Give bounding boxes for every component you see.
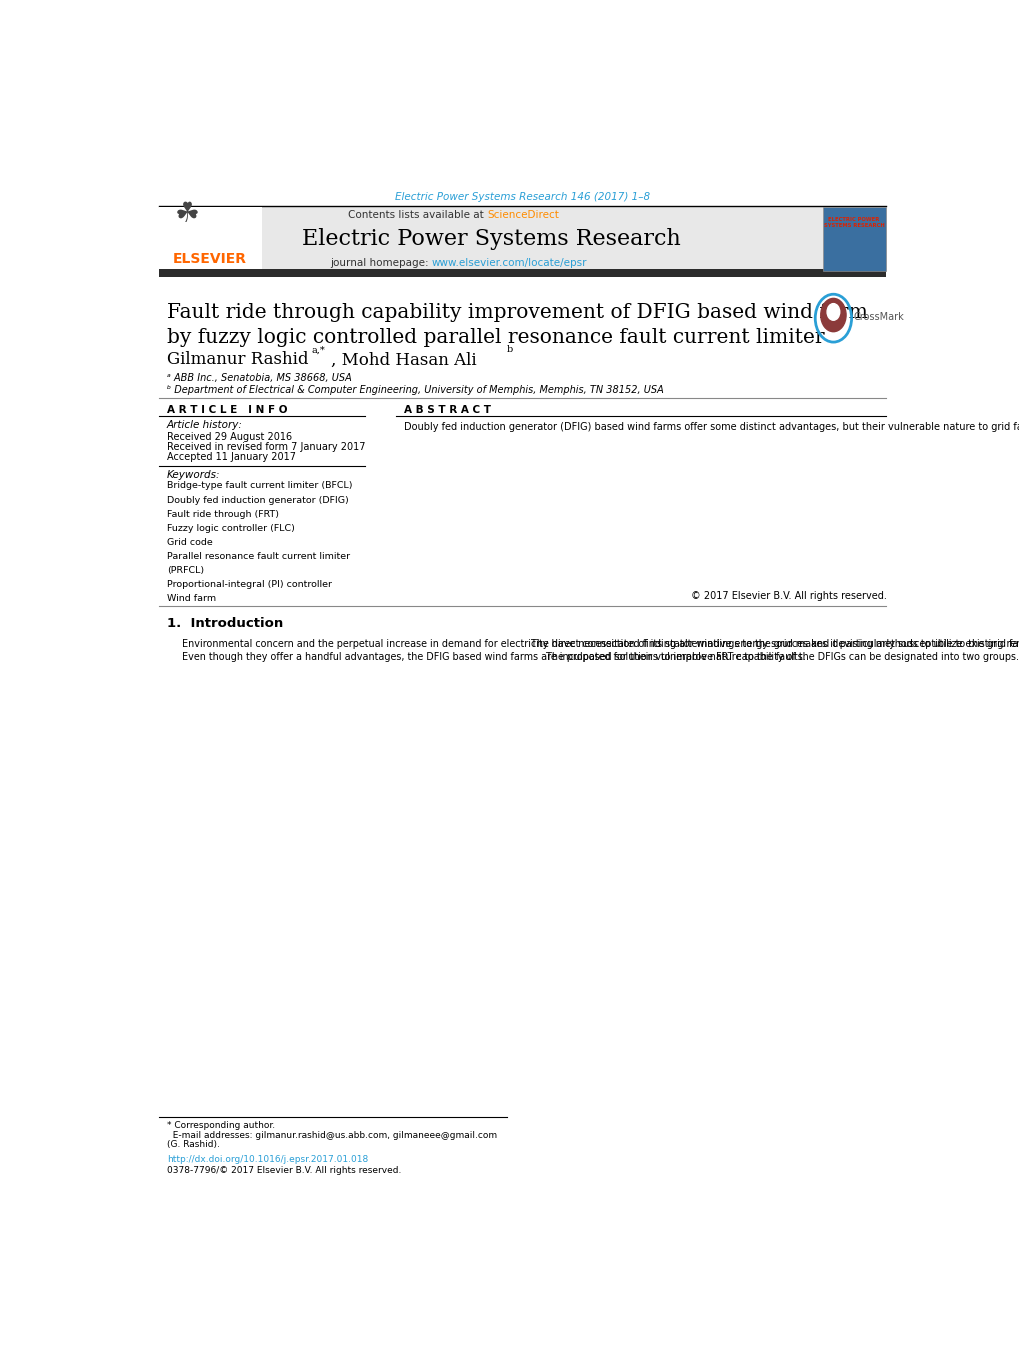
- Text: www.elsevier.com/locate/epsr: www.elsevier.com/locate/epsr: [431, 258, 587, 267]
- Text: Proportional-integral (PI) controller: Proportional-integral (PI) controller: [167, 580, 332, 589]
- Text: ELECTRIC POWER
SYSTEMS RESEARCH: ELECTRIC POWER SYSTEMS RESEARCH: [822, 218, 883, 228]
- Text: CrossMark: CrossMark: [852, 312, 903, 322]
- Text: http://dx.doi.org/10.1016/j.epsr.2017.01.018: http://dx.doi.org/10.1016/j.epsr.2017.01…: [167, 1155, 368, 1163]
- Text: , Mohd Hasan Ali: , Mohd Hasan Ali: [331, 351, 477, 369]
- Bar: [159, 269, 886, 277]
- Text: ScienceDirect: ScienceDirect: [487, 211, 558, 220]
- Text: A B S T R A C T: A B S T R A C T: [404, 404, 491, 415]
- Text: Doubly fed induction generator (DFIG) based wind farms offer some distinct advan: Doubly fed induction generator (DFIG) ba…: [404, 422, 1019, 432]
- Bar: [159, 207, 262, 272]
- Text: a,*: a,*: [312, 346, 325, 354]
- Text: Environmental concern and the perpetual increase in demand for electricity have : Environmental concern and the perpetual …: [167, 639, 1019, 662]
- Text: Grid code: Grid code: [167, 538, 213, 547]
- Text: The direct connection of its stator windings to the grid makes it particularly s: The direct connection of its stator wind…: [530, 639, 1019, 662]
- Text: Received in revised form 7 January 2017: Received in revised form 7 January 2017: [167, 442, 365, 453]
- Text: Gilmanur Rashid: Gilmanur Rashid: [167, 351, 308, 369]
- Text: Electric Power Systems Research: Electric Power Systems Research: [302, 228, 680, 250]
- Text: E-mail addresses: gilmanur.rashid@us.abb.com, gilmaneee@gmail.com: E-mail addresses: gilmanur.rashid@us.abb…: [167, 1131, 496, 1140]
- Text: A R T I C L E   I N F O: A R T I C L E I N F O: [167, 404, 287, 415]
- Text: ᵃ ABB Inc., Senatobia, MS 38668, USA: ᵃ ABB Inc., Senatobia, MS 38668, USA: [167, 373, 352, 384]
- Text: Article history:: Article history:: [167, 420, 243, 430]
- Text: Fault ride through (FRT): Fault ride through (FRT): [167, 509, 279, 519]
- Text: (PRFCL): (PRFCL): [167, 566, 204, 574]
- Text: Doubly fed induction generator (DFIG): Doubly fed induction generator (DFIG): [167, 496, 348, 504]
- Text: (G. Rashid).: (G. Rashid).: [167, 1140, 220, 1148]
- Text: Fuzzy logic controller (FLC): Fuzzy logic controller (FLC): [167, 524, 294, 532]
- Text: Bridge-type fault current limiter (BFCL): Bridge-type fault current limiter (BFCL): [167, 481, 353, 490]
- Text: Keywords:: Keywords:: [167, 470, 220, 480]
- Text: © 2017 Elsevier B.V. All rights reserved.: © 2017 Elsevier B.V. All rights reserved…: [690, 590, 886, 601]
- Circle shape: [820, 299, 845, 332]
- Text: * Corresponding author.: * Corresponding author.: [167, 1121, 275, 1131]
- Text: Electric Power Systems Research 146 (2017) 1–8: Electric Power Systems Research 146 (201…: [394, 192, 650, 203]
- Text: 0378-7796/© 2017 Elsevier B.V. All rights reserved.: 0378-7796/© 2017 Elsevier B.V. All right…: [167, 1166, 401, 1175]
- Text: 1.  Introduction: 1. Introduction: [167, 616, 283, 630]
- Text: ᵇ Department of Electrical & Computer Engineering, University of Memphis, Memphi: ᵇ Department of Electrical & Computer En…: [167, 385, 663, 394]
- Text: ☘: ☘: [174, 200, 199, 228]
- Text: Wind farm: Wind farm: [167, 594, 216, 603]
- Text: journal homepage:: journal homepage:: [329, 258, 431, 267]
- Bar: [822, 207, 886, 272]
- Text: ELSEVIER: ELSEVIER: [172, 251, 247, 266]
- Text: b: b: [506, 346, 513, 354]
- Text: Accepted 11 January 2017: Accepted 11 January 2017: [167, 453, 296, 462]
- Text: Parallel resonance fault current limiter: Parallel resonance fault current limiter: [167, 551, 350, 561]
- Text: Fault ride through capability improvement of DFIG based wind farm
by fuzzy logic: Fault ride through capability improvemen…: [167, 303, 867, 347]
- Text: Contents lists available at: Contents lists available at: [347, 211, 487, 220]
- Text: Received 29 August 2016: Received 29 August 2016: [167, 431, 291, 442]
- Bar: [159, 207, 822, 272]
- Circle shape: [826, 304, 839, 320]
